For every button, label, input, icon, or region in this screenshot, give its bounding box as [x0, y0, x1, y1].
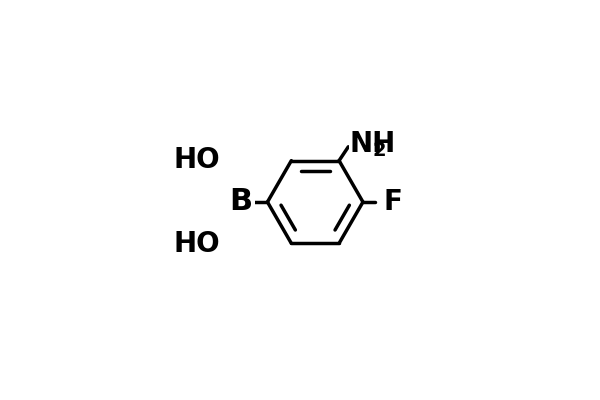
- Text: B: B: [230, 188, 253, 216]
- Text: NH: NH: [350, 130, 396, 158]
- Text: HO: HO: [173, 230, 220, 258]
- Text: 2: 2: [372, 141, 386, 160]
- Text: F: F: [383, 188, 403, 216]
- Text: HO: HO: [173, 146, 220, 174]
